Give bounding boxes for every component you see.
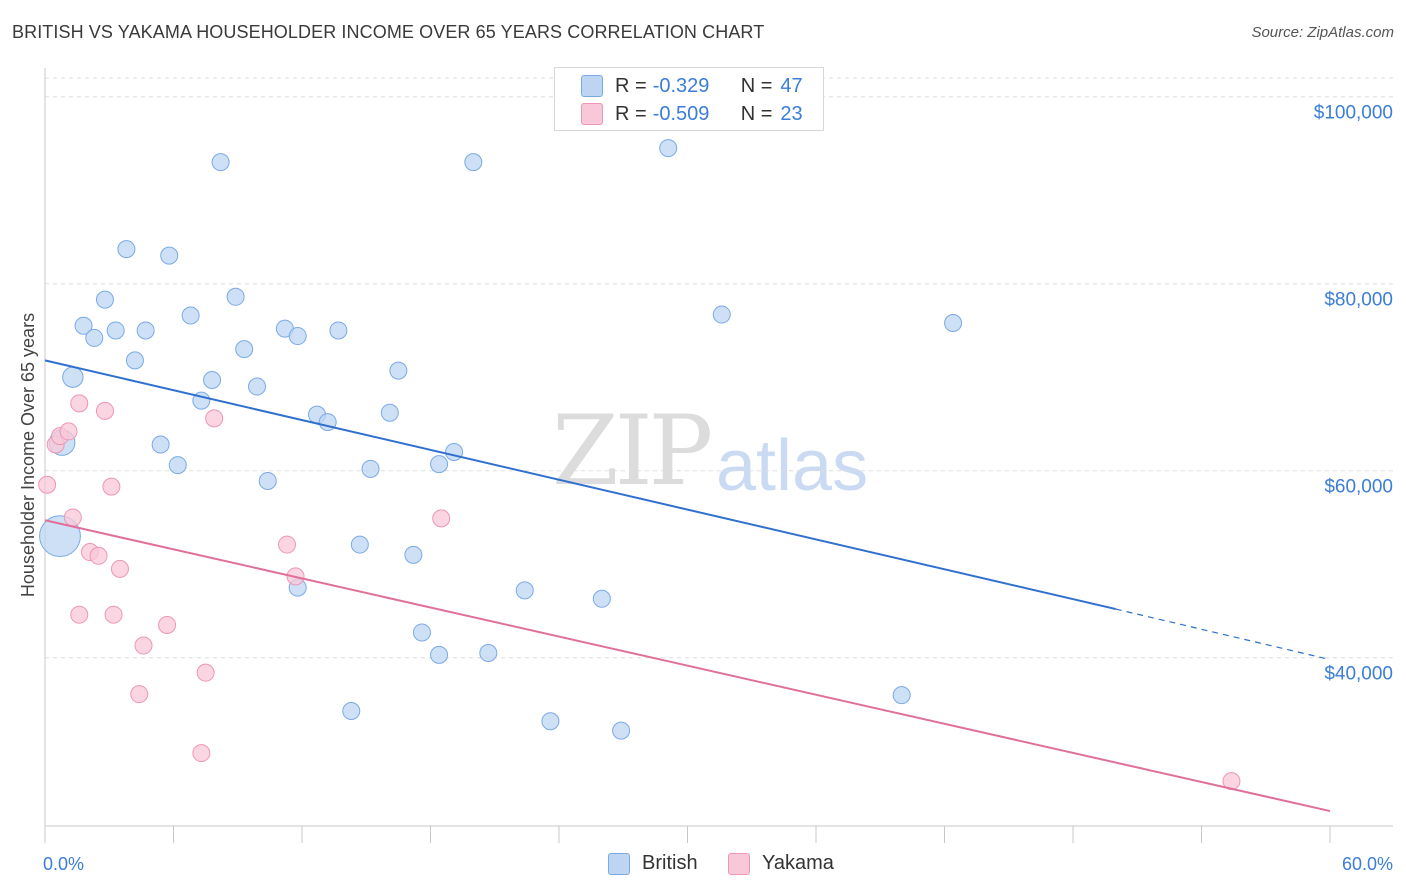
yakama-point xyxy=(63,508,82,527)
british-point xyxy=(361,459,380,478)
british-point xyxy=(168,456,187,475)
series-legend: British Yakama xyxy=(0,852,1406,878)
yakama-point xyxy=(192,744,211,763)
yakama-point xyxy=(134,636,153,655)
british-point xyxy=(248,377,267,396)
british-point xyxy=(106,321,125,340)
british-swatch xyxy=(581,75,603,97)
yakama-n-value: 23 xyxy=(780,102,803,125)
watermark-atlas: atlas xyxy=(716,426,869,506)
british-point xyxy=(892,686,911,705)
yakama-point xyxy=(130,685,149,704)
british-point xyxy=(211,153,230,172)
yakama-point xyxy=(102,477,121,496)
x-tick-label-max: 60.0% xyxy=(1342,854,1393,874)
british-point xyxy=(479,644,498,663)
british-point xyxy=(85,328,104,347)
legend-row-yakama: R = -0.509 N = 23 xyxy=(581,102,803,126)
legend-item-british: British xyxy=(608,852,698,875)
source-label: Source: ZipAtlas.com xyxy=(1251,24,1394,41)
legend-british-label: British xyxy=(642,852,698,874)
yakama-n-label: N = xyxy=(740,102,773,125)
correlation-legend: R = -0.329 N = 47 R = -0.509 N = 23 xyxy=(554,67,824,131)
british-point xyxy=(541,712,560,731)
british-r-value: -0.329 xyxy=(652,74,710,97)
british-r-label: R = xyxy=(615,74,647,97)
british-point xyxy=(464,153,483,172)
yakama-r-label: R = xyxy=(615,102,647,125)
british-n-label: N = xyxy=(740,74,773,97)
british-point xyxy=(404,545,423,564)
british-point xyxy=(62,366,84,388)
british-point xyxy=(181,306,200,325)
y-tick-label: $100,000 xyxy=(1314,103,1393,124)
yakama-point xyxy=(110,559,129,578)
british-point xyxy=(288,327,307,346)
british-point xyxy=(258,471,277,490)
legend-yakama-label: Yakama xyxy=(762,852,834,874)
british-point xyxy=(944,313,963,332)
legend-yakama-swatch xyxy=(728,852,750,875)
x-tick-label-min: 0.0% xyxy=(43,854,84,874)
british-trend-line xyxy=(44,359,1117,611)
yakama-point xyxy=(70,605,89,624)
british-point xyxy=(380,403,399,422)
yakama-r-value: -0.509 xyxy=(652,102,710,125)
chart-title: BRITISH VS YAKAMA HOUSEHOLDER INCOME OVE… xyxy=(12,22,765,42)
yakama-point xyxy=(205,409,224,428)
yakama-point xyxy=(278,535,297,554)
watermark-zip: ZIP xyxy=(552,395,713,507)
legend-item-yakama: Yakama xyxy=(728,852,834,875)
british-point xyxy=(160,246,179,265)
british-point xyxy=(612,721,631,740)
british-point xyxy=(226,287,245,306)
british-point xyxy=(151,435,170,454)
british-point xyxy=(329,321,348,340)
british-point xyxy=(74,316,93,335)
legend-british-swatch xyxy=(608,852,630,875)
yakama-swatch xyxy=(581,103,603,125)
yakama-point xyxy=(59,422,78,441)
yakama-point xyxy=(104,605,123,624)
yakama-point xyxy=(158,615,177,634)
british-trend-extension xyxy=(1115,608,1331,661)
british-point xyxy=(659,139,678,158)
british-point xyxy=(389,361,408,380)
yakama-trend-line xyxy=(44,519,1331,813)
british-point xyxy=(117,240,136,259)
yakama-point xyxy=(38,475,57,494)
yakama-point xyxy=(89,546,108,565)
british-point xyxy=(412,623,431,642)
british-point xyxy=(125,351,144,370)
british-point xyxy=(430,455,449,474)
british-point xyxy=(342,701,361,720)
british-point xyxy=(350,535,369,554)
british-point xyxy=(445,443,464,461)
british-point xyxy=(592,589,611,608)
british-point xyxy=(136,321,155,340)
y-axis-label: Householder Income Over 65 years xyxy=(18,313,38,597)
british-point xyxy=(712,305,731,324)
british-point xyxy=(235,340,254,359)
yakama-point xyxy=(196,663,215,682)
yakama-point xyxy=(70,394,89,413)
y-tick-label: $60,000 xyxy=(1324,477,1393,498)
y-tick-label: $80,000 xyxy=(1324,290,1393,311)
british-n-value: 47 xyxy=(780,74,803,97)
british-point xyxy=(430,645,449,664)
british-point xyxy=(95,290,114,309)
british-point xyxy=(203,371,222,390)
y-tick-label: $40,000 xyxy=(1324,664,1393,685)
british-point xyxy=(515,581,534,600)
yakama-point xyxy=(432,509,451,528)
legend-row-british: R = -0.329 N = 47 xyxy=(581,74,803,98)
yakama-point xyxy=(95,401,114,420)
